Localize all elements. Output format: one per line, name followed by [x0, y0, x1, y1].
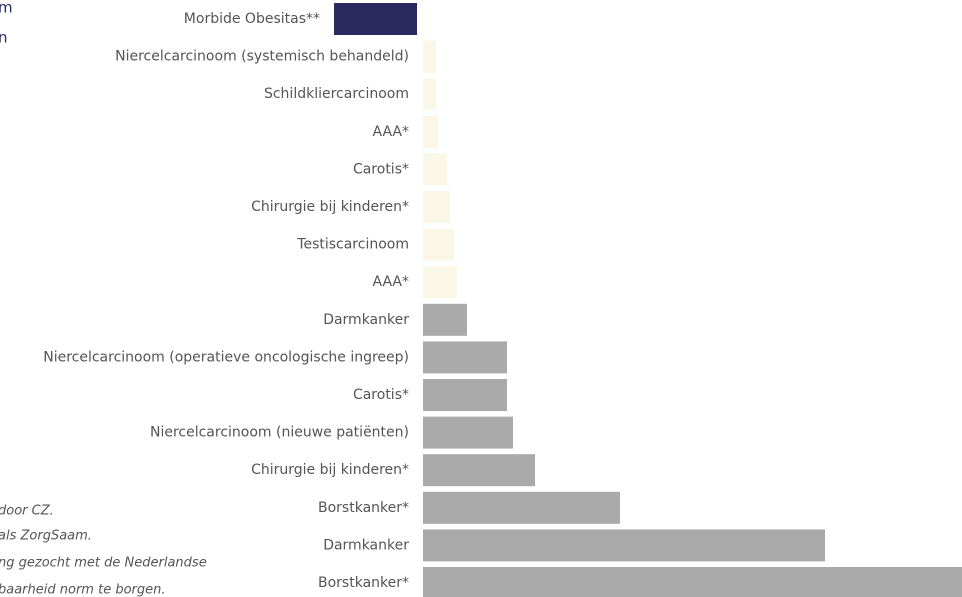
bar: [423, 266, 457, 299]
category-label: Darmkanker: [323, 312, 409, 328]
side-text: m: [0, 0, 13, 17]
bar: [423, 303, 467, 336]
bar: [423, 491, 620, 524]
bar: [423, 40, 436, 73]
category-label: Morbide Obesitas**: [184, 11, 320, 27]
category-label: Darmkanker: [323, 537, 409, 553]
category-label: Chirurgie bij kinderen*: [251, 462, 409, 478]
category-label: Chirurgie bij kinderen*: [251, 199, 409, 215]
category-label: Carotis*: [353, 161, 409, 177]
bar: [423, 228, 454, 261]
bar: [423, 191, 450, 223]
footnote: als ZorgSaam.: [0, 529, 92, 544]
category-label: Borstkanker*: [318, 575, 409, 591]
category-label: AAA*: [372, 274, 409, 290]
bar: [423, 416, 513, 449]
bar: [423, 379, 507, 411]
category-label: Niercelcarcinoom (operatieve oncologisch…: [43, 349, 409, 365]
category-label: Testiscarcinoom: [296, 237, 409, 253]
category-label: Borstkanker*: [318, 500, 409, 516]
bar: [334, 3, 417, 35]
bar: [423, 341, 507, 374]
footnote: ng gezocht met de Nederlandse: [0, 556, 207, 571]
footnote: baarheid norm te borgen.: [0, 583, 166, 597]
side-text: n: [0, 29, 8, 47]
category-label: Niercelcarcinoom (systemisch behandeld): [115, 49, 409, 65]
bar: [423, 454, 535, 487]
bar: [423, 115, 438, 148]
bar: [423, 153, 447, 186]
category-label: Carotis*: [353, 387, 409, 403]
category-label: Schildkliercarcinoom: [264, 86, 409, 102]
bar: [423, 567, 962, 597]
category-label: Niercelcarcinoom (nieuwe patiënten): [150, 425, 409, 441]
bar: [423, 78, 436, 111]
footnote: door CZ.: [0, 504, 54, 519]
bar: [423, 529, 825, 562]
category-label: AAA*: [372, 124, 409, 140]
